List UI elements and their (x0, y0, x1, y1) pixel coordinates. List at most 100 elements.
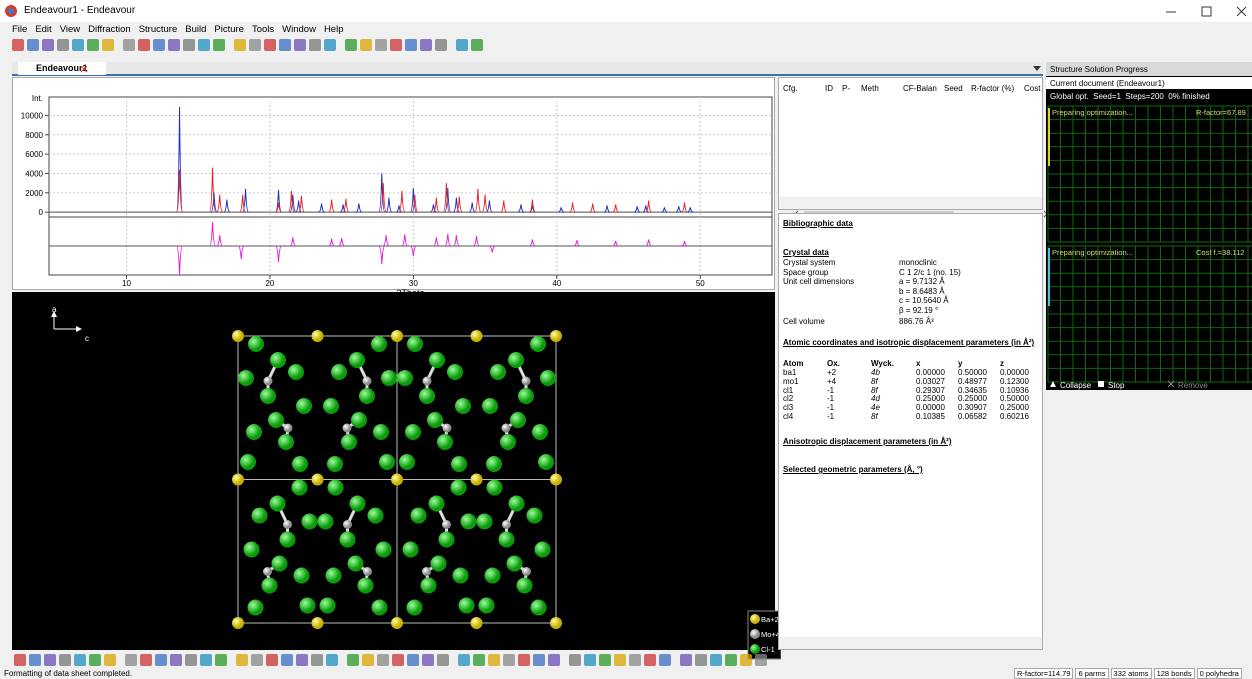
toolbar-button[interactable] (264, 39, 276, 51)
menu-item[interactable]: Window (282, 24, 316, 35)
toolbar-button[interactable] (437, 654, 449, 666)
toolbar-button[interactable] (422, 654, 434, 666)
toolbar-button[interactable] (281, 654, 293, 666)
toolbar-button[interactable] (392, 654, 404, 666)
column-header[interactable]: CF-Balan (903, 84, 937, 93)
toolbar-button[interactable] (87, 39, 99, 51)
toolbar-button[interactable] (569, 654, 581, 666)
column-header[interactable]: Cost (1024, 84, 1040, 93)
toolbar-button[interactable] (375, 39, 387, 51)
toolbar-button[interactable] (599, 654, 611, 666)
toolbar-button[interactable] (138, 39, 150, 51)
toolbar-button[interactable] (213, 39, 225, 51)
tab-close[interactable] (80, 65, 88, 73)
toolbar-button[interactable] (125, 654, 137, 666)
column-header[interactable]: ID (825, 84, 833, 93)
toolbar-button[interactable] (377, 654, 389, 666)
menu-item[interactable]: Build (185, 24, 206, 35)
toolbar-button[interactable] (198, 39, 210, 51)
toolbar-button[interactable] (456, 39, 468, 51)
toolbar-button[interactable] (390, 39, 402, 51)
tab-menu[interactable] (1033, 66, 1041, 72)
toolbar-button[interactable] (279, 39, 291, 51)
toolbar-button[interactable] (102, 39, 114, 51)
toolbar-button[interactable] (153, 39, 165, 51)
toolbar-button[interactable] (644, 654, 656, 666)
toolbar-button[interactable] (12, 39, 24, 51)
toolbar-button[interactable] (614, 654, 626, 666)
toolbar-button[interactable] (251, 654, 263, 666)
menu-item[interactable]: File (12, 24, 27, 35)
window-controls[interactable] (1160, 4, 1252, 18)
toolbar-button[interactable] (488, 654, 500, 666)
toolbar-button[interactable] (360, 39, 372, 51)
button-icon[interactable] (1098, 381, 1104, 387)
toolbar-button[interactable] (266, 654, 278, 666)
toolbar-button[interactable] (123, 39, 135, 51)
menu-item[interactable]: Diffraction (88, 24, 131, 35)
toolbar-button[interactable] (294, 39, 306, 51)
toolbar-button[interactable] (362, 654, 374, 666)
toolbar-button[interactable] (659, 654, 671, 666)
toolbar-button[interactable] (200, 654, 212, 666)
toolbar-button[interactable] (518, 654, 530, 666)
toolbar-button[interactable] (755, 654, 767, 666)
scrollbar[interactable] (779, 197, 1042, 209)
panel-button[interactable]: Remove (1178, 381, 1208, 390)
menu-item[interactable]: View (60, 24, 80, 35)
toolbar-button[interactable] (420, 39, 432, 51)
toolbar-button[interactable] (311, 654, 323, 666)
toolbar-button[interactable] (168, 39, 180, 51)
toolbar-button[interactable] (249, 39, 261, 51)
panel-button[interactable]: Stop (1108, 381, 1125, 390)
menu-item[interactable]: Help (324, 24, 344, 35)
toolbar-button[interactable] (725, 654, 737, 666)
toolbar-button[interactable] (584, 654, 596, 666)
toolbar-button[interactable] (309, 39, 321, 51)
toolbar-button[interactable] (236, 654, 248, 666)
menu-item[interactable]: Edit (35, 24, 51, 35)
toolbar-button[interactable] (710, 654, 722, 666)
toolbar-button[interactable] (405, 39, 417, 51)
column-header[interactable]: R-factor (%) (971, 84, 1014, 93)
toolbar-button[interactable] (471, 39, 483, 51)
toolbar-button[interactable] (59, 654, 71, 666)
toolbar-button[interactable] (155, 654, 167, 666)
toolbar-button[interactable] (548, 654, 560, 666)
toolbar-button[interactable] (27, 39, 39, 51)
document-tab[interactable]: Endeavour1 (18, 62, 106, 75)
panel-button[interactable]: Collapse (1060, 381, 1092, 390)
column-header[interactable]: P- (842, 84, 850, 93)
toolbar-button[interactable] (326, 654, 338, 666)
toolbar-button[interactable] (695, 654, 707, 666)
toolbar-button[interactable] (57, 39, 69, 51)
column-header[interactable]: Meth (861, 84, 879, 93)
toolbar-button[interactable] (347, 654, 359, 666)
toolbar-button[interactable] (435, 39, 447, 51)
toolbar-button[interactable] (74, 654, 86, 666)
menu-item[interactable]: Structure (139, 24, 178, 35)
menu-item[interactable]: Picture (214, 24, 244, 35)
toolbar-button[interactable] (14, 654, 26, 666)
toolbar-button[interactable] (44, 654, 56, 666)
toolbar-button[interactable] (324, 39, 336, 51)
toolbar-button[interactable] (215, 654, 227, 666)
scrollbar[interactable] (779, 637, 1042, 649)
toolbar-button[interactable] (296, 654, 308, 666)
toolbar-button[interactable] (473, 654, 485, 666)
toolbar-button[interactable] (183, 39, 195, 51)
toolbar-button[interactable] (185, 654, 197, 666)
toolbar-button[interactable] (104, 654, 116, 666)
toolbar-button[interactable] (42, 39, 54, 51)
toolbar-button[interactable] (170, 654, 182, 666)
toolbar-button[interactable] (29, 654, 41, 666)
toolbar-button[interactable] (680, 654, 692, 666)
toolbar-button[interactable] (629, 654, 641, 666)
toolbar-button[interactable] (407, 654, 419, 666)
toolbar-button[interactable] (740, 654, 752, 666)
toolbar-button[interactable] (458, 654, 470, 666)
toolbar-button[interactable] (89, 654, 101, 666)
column-header[interactable]: Cfg. (783, 84, 798, 93)
toolbar-button[interactable] (345, 39, 357, 51)
toolbar-button[interactable] (72, 39, 84, 51)
